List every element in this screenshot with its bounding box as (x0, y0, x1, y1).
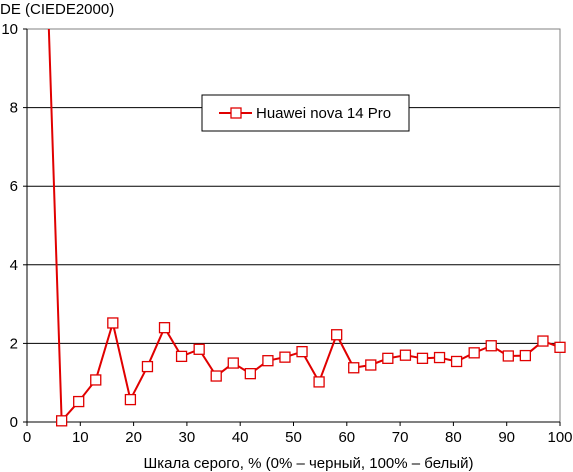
data-point (416, 352, 429, 364)
data-point (433, 351, 446, 364)
data-point (244, 368, 256, 380)
data-point (279, 351, 291, 363)
data-point (554, 341, 566, 353)
data-point (365, 359, 377, 371)
y-tick-label: 10 (1, 21, 18, 38)
x-tick-label: 70 (392, 429, 409, 446)
x-tick-label: 10 (72, 429, 89, 446)
y-tick-label: 0 (10, 414, 18, 431)
data-point (141, 360, 154, 373)
x-tick-label: 80 (445, 429, 462, 446)
data-point (175, 350, 188, 363)
x-tick-label: 30 (179, 429, 196, 446)
x-tick-label: 100 (547, 429, 572, 446)
data-point (296, 346, 308, 358)
data-point (331, 329, 343, 341)
series (47, 28, 566, 427)
data-point (399, 349, 412, 361)
x-tick-label: 40 (232, 429, 249, 446)
gridlines (27, 28, 560, 344)
y-tick-label: 6 (10, 178, 18, 195)
data-point (107, 317, 119, 329)
data-point (124, 393, 137, 406)
plot-area-frame (26, 28, 561, 423)
x-tick-label: 20 (125, 429, 142, 446)
data-point (468, 347, 480, 359)
data-point (348, 362, 360, 374)
data-point (90, 374, 102, 386)
x-tick-label: 0 (23, 429, 31, 446)
series-line (47, 28, 561, 422)
x-tick-label: 50 (285, 429, 302, 446)
y-tick-label: 8 (10, 100, 18, 117)
data-point (519, 349, 532, 362)
data-point (73, 395, 85, 408)
x-tick-label: 90 (498, 429, 515, 446)
data-point (382, 352, 394, 364)
y-axis-title: DE (CIEDE2000) (0, 1, 114, 18)
data-point (158, 322, 171, 334)
y-tick-label: 2 (10, 335, 18, 352)
data-point (450, 355, 463, 368)
data-point (313, 376, 325, 388)
data-point (210, 370, 222, 382)
x-axis-title: Шкала серого, % (0% – черный, 100% – бел… (144, 455, 474, 472)
legend-marker (230, 107, 242, 119)
legend-label: Huawei nova 14 Pro (256, 105, 391, 122)
data-point (485, 340, 497, 352)
legend: Huawei nova 14 Pro (201, 94, 410, 132)
axes (23, 28, 561, 426)
data-point (537, 335, 549, 347)
x-tick-label: 60 (338, 429, 355, 446)
y-tick-label: 4 (10, 257, 18, 274)
data-point (55, 415, 68, 427)
data-point (262, 355, 274, 367)
data-point (193, 343, 205, 355)
data-point (227, 357, 239, 369)
data-point (502, 350, 514, 362)
